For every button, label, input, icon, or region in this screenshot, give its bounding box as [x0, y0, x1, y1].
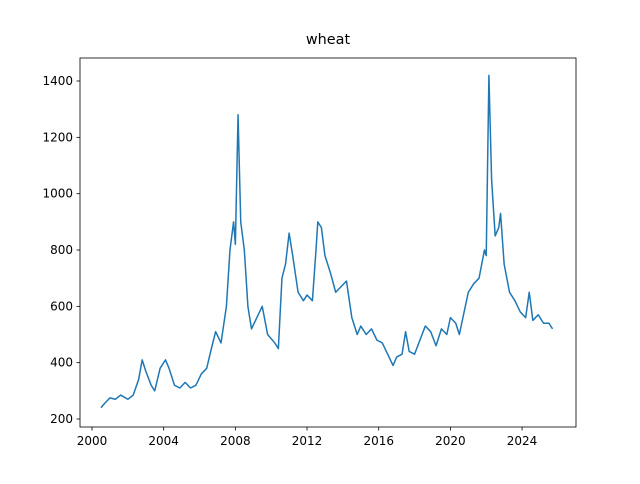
x-tick-label: 2024 [507, 434, 538, 448]
y-tick-label: 1400 [42, 74, 73, 88]
plot-frame [79, 57, 577, 428]
chart-title: wheat [306, 32, 351, 48]
y-tick-label: 1000 [42, 187, 73, 201]
x-tick-label: 2004 [148, 434, 179, 448]
x-tick-label: 2012 [292, 434, 323, 448]
y-tick-label: 400 [50, 356, 73, 370]
x-tick-label: 2020 [435, 434, 466, 448]
y-tick-label: 200 [50, 412, 73, 426]
y-tick-label: 600 [50, 299, 73, 313]
y-tick-label: 800 [50, 243, 73, 257]
data-line [100, 74, 554, 409]
x-tick-label: 2000 [77, 434, 108, 448]
x-tick-label: 2016 [363, 434, 394, 448]
x-tick-label: 2008 [220, 434, 251, 448]
y-tick-label: 1200 [42, 130, 73, 144]
